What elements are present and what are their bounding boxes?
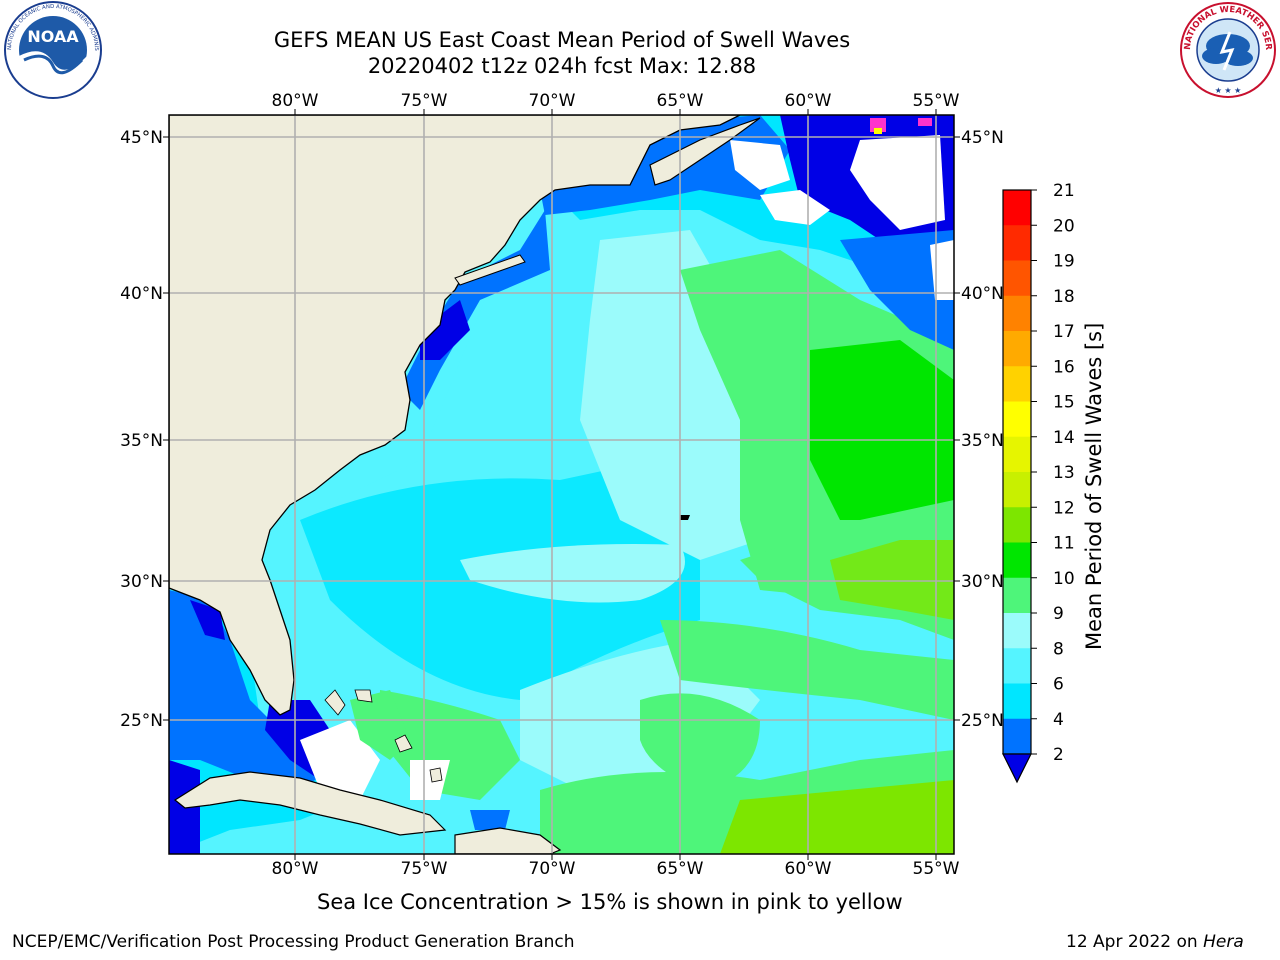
colorbar-tick-label: 2 xyxy=(1053,745,1064,765)
colorbar-tick-label: 11 xyxy=(1053,534,1075,554)
colorbar-tick-label: 16 xyxy=(1053,357,1075,377)
lat-label-left: 35°N xyxy=(120,431,163,451)
map-subtitle: 20220402 t12z 024h fcst Max: 12.88 xyxy=(367,54,757,78)
colorbar-segment xyxy=(1003,507,1031,543)
map-frame xyxy=(168,114,955,855)
colorbar-segment xyxy=(1003,366,1031,402)
lat-label-right: 45°N xyxy=(961,128,1004,148)
colorbar-tick-label: 17 xyxy=(1053,322,1075,342)
colorbar: 21 20 19 18 17 16 15 14 13 12 11 10 9 8 6 4 2 Mean Perio… xyxy=(1002,181,1106,784)
colorbar-extend-arrow xyxy=(1002,753,1032,784)
lon-label-bottom: 65°W xyxy=(657,859,704,879)
noaa-logo-text: NOAA xyxy=(27,27,79,46)
colorbar-segment xyxy=(1003,683,1031,720)
colorbar-label: Mean Period of Swell Waves [s] xyxy=(1082,323,1106,650)
colorbar-tick-label: 9 xyxy=(1053,604,1064,624)
colorbar-segment xyxy=(1003,401,1031,438)
lon-label-top: 75°W xyxy=(401,91,448,111)
map-field xyxy=(169,115,954,854)
lon-label-top: 80°W xyxy=(272,91,319,111)
colorbar-tick-label: 4 xyxy=(1053,710,1064,730)
lon-label-top: 70°W xyxy=(529,91,576,111)
colorbar-tick-label: 21 xyxy=(1053,181,1075,201)
colorbar-segment xyxy=(1003,648,1031,684)
colorbar-tick-label: 12 xyxy=(1053,498,1075,518)
colorbar-segment xyxy=(1003,436,1031,473)
lon-label-bottom: 80°W xyxy=(272,859,319,879)
lat-label-left: 45°N xyxy=(120,128,163,148)
sea-ice-caption: Sea Ice Concentration > 15% is shown in … xyxy=(317,890,903,914)
lon-label-top: 65°W xyxy=(657,91,704,111)
lat-label-left: 25°N xyxy=(120,711,163,731)
noaa-logo: NOAA NATIONAL OCEANIC AND ATMOSPHERIC AD… xyxy=(2,0,102,99)
footer-host: Hera xyxy=(1203,932,1244,952)
lon-label-bottom: 60°W xyxy=(785,859,832,879)
lon-label-bottom: 70°W xyxy=(529,859,576,879)
colorbar-segment xyxy=(1003,260,1031,297)
colorbar-segment xyxy=(1003,225,1031,261)
footer-date-text: 12 Apr 2022 on xyxy=(1066,932,1204,952)
colorbar-segment xyxy=(1003,295,1031,332)
axis-labels: 80°W 80°W 75°W 75°W 70°W 70°W 65°W 65°W 60°W 60°W… xyxy=(120,91,1004,879)
colorbar-tick-label: 18 xyxy=(1053,287,1075,307)
colorbar-tick-label: 15 xyxy=(1053,393,1075,413)
lon-label-top: 60°W xyxy=(785,91,832,111)
colorbar-tick-label: 13 xyxy=(1053,463,1075,483)
colorbar-segment xyxy=(1003,577,1031,614)
colorbar-tick-label: 20 xyxy=(1053,216,1075,236)
colorbar-tick-label: 10 xyxy=(1053,569,1075,589)
map-title: GEFS MEAN US East Coast Mean Period of S… xyxy=(273,28,851,52)
lat-label-right: 35°N xyxy=(961,431,1004,451)
colorbar-tick-label: 14 xyxy=(1053,428,1075,448)
colorbar-segment xyxy=(1003,613,1031,649)
colorbar-tick-label: 6 xyxy=(1053,675,1064,695)
colorbar-segment xyxy=(1003,718,1031,755)
footer-date: 12 Apr 2022 on Hera xyxy=(1066,932,1244,952)
lon-label-bottom: 55°W xyxy=(913,859,960,879)
colorbar-tick-label: 19 xyxy=(1053,252,1075,272)
svg-text:★ ★ ★: ★ ★ ★ xyxy=(1215,86,1242,95)
lat-label-right: 30°N xyxy=(961,572,1004,592)
colorbar-segment xyxy=(1003,331,1031,367)
lon-label-top: 55°W xyxy=(913,91,960,111)
colorbar-segment xyxy=(1003,472,1031,508)
lat-label-right: 25°N xyxy=(961,711,1004,731)
colorbar-segment xyxy=(1003,542,1031,579)
lon-label-bottom: 75°W xyxy=(401,859,448,879)
colorbar-tick-label: 8 xyxy=(1053,639,1064,659)
lat-label-left: 40°N xyxy=(120,284,163,304)
lat-label-right: 40°N xyxy=(961,284,1004,304)
graticule xyxy=(163,109,960,860)
nws-logo: NATIONAL WEATHER SERVICE ★ ★ ★ xyxy=(1178,0,1276,98)
lat-label-left: 30°N xyxy=(120,572,163,592)
colorbar-segment xyxy=(1003,190,1031,226)
footer-credit: NCEP/EMC/Verification Post Processing Pr… xyxy=(12,932,575,952)
